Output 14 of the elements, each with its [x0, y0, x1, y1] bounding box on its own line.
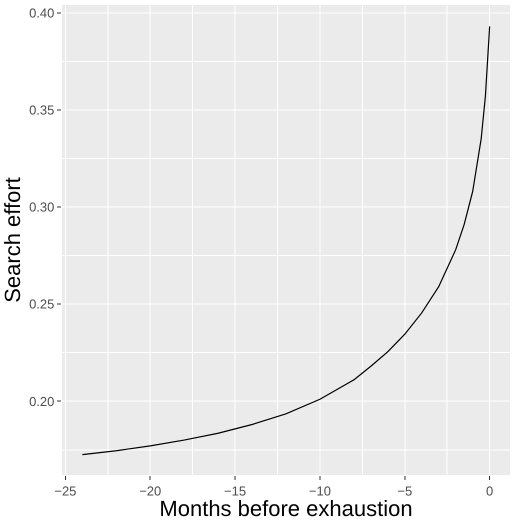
y-tick-label: 0.35: [29, 102, 54, 118]
y-axis-title: Search effort: [0, 177, 25, 303]
x-tick-label: −10: [308, 484, 331, 499]
y-tick-label: 0.20: [29, 394, 54, 409]
x-tick-label: −5: [397, 484, 412, 499]
x-tick-label: −20: [139, 484, 162, 499]
x-tick-label: 0: [486, 484, 494, 499]
y-tick-label: 0.40: [29, 5, 54, 20]
line-series: [82, 26, 490, 456]
y-tick-label: 0.25: [29, 296, 54, 312]
x-tick-label: −15: [224, 484, 246, 499]
x-axis-title: Months before exhaustion: [159, 496, 413, 521]
y-tick-label: 0.30: [29, 200, 54, 215]
x-tick-label: −25: [54, 484, 76, 499]
